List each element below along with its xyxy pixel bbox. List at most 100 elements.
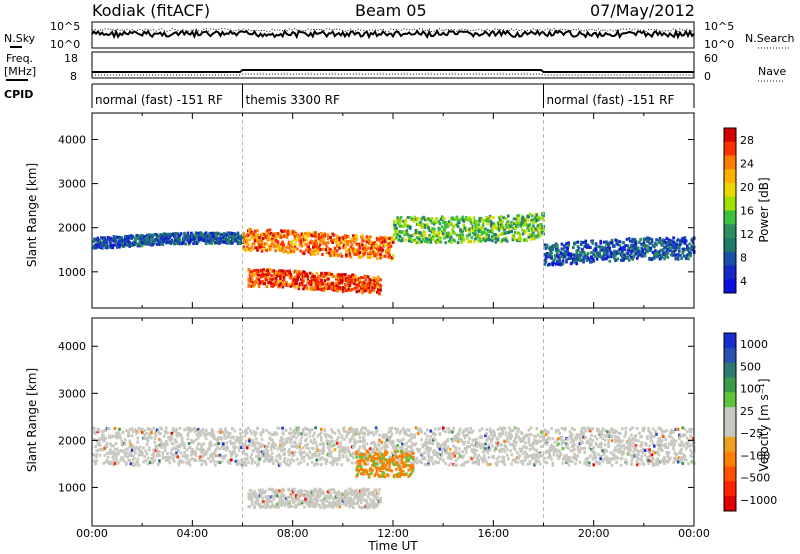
range-cell xyxy=(318,458,322,462)
range-cell xyxy=(586,439,590,443)
range-cell xyxy=(428,449,431,452)
range-cell xyxy=(297,433,300,437)
range-cell xyxy=(436,455,439,459)
range-cell xyxy=(146,437,150,441)
range-cell xyxy=(560,242,564,246)
range-cell xyxy=(94,445,97,449)
range-cell xyxy=(282,432,285,436)
range-cell xyxy=(511,226,515,230)
range-cell xyxy=(512,234,516,238)
range-cell xyxy=(361,289,364,293)
range-cell xyxy=(274,236,277,240)
range-cell xyxy=(222,442,225,446)
range-cell xyxy=(353,432,356,436)
range-cell xyxy=(444,226,447,230)
range-cell xyxy=(271,443,274,447)
range-cell xyxy=(637,248,640,252)
range-cell xyxy=(322,442,325,446)
range-cell xyxy=(353,276,356,280)
range-cell xyxy=(136,440,140,444)
range-cell xyxy=(285,463,289,466)
range-cell xyxy=(104,428,108,432)
range-cell xyxy=(128,445,132,449)
range-cell xyxy=(320,436,323,440)
range-cell xyxy=(391,237,395,241)
range-cell xyxy=(464,460,468,464)
range-cell xyxy=(373,285,377,289)
range-cell xyxy=(427,461,430,465)
range-cell xyxy=(258,450,262,453)
range-cell xyxy=(499,434,502,438)
range-cell xyxy=(518,236,521,239)
range-cell xyxy=(133,449,136,453)
range-cell xyxy=(136,457,140,461)
range-cell xyxy=(471,221,475,225)
range-cell xyxy=(471,229,475,233)
range-cell xyxy=(113,427,117,430)
range-cell xyxy=(345,253,348,257)
range-cell xyxy=(442,221,445,225)
range-cell xyxy=(583,446,586,450)
range-cell xyxy=(631,237,634,241)
range-cell xyxy=(409,234,412,238)
range-cell xyxy=(541,454,544,458)
range-cell xyxy=(294,436,298,440)
range-cell xyxy=(519,439,523,443)
range-cell xyxy=(233,442,236,446)
range-cell xyxy=(585,463,589,467)
range-cell xyxy=(265,285,269,289)
range-cell xyxy=(521,439,525,443)
range-cell xyxy=(184,242,187,246)
range-cell xyxy=(546,431,550,435)
range-cell xyxy=(117,435,120,439)
range-cell xyxy=(496,427,500,431)
range-cell xyxy=(184,454,187,458)
range-cell xyxy=(502,458,506,462)
range-cell xyxy=(468,430,471,434)
range-cell xyxy=(630,256,633,259)
range-cell xyxy=(315,241,319,245)
range-cell xyxy=(371,431,374,435)
range-cell xyxy=(105,239,109,243)
range-cell xyxy=(494,233,498,237)
range-cell xyxy=(458,429,461,433)
range-cell xyxy=(500,447,503,451)
range-cell xyxy=(211,430,215,434)
range-cell xyxy=(95,455,98,459)
range-cell xyxy=(582,250,585,254)
range-cell xyxy=(691,241,695,245)
range-cell xyxy=(688,242,691,246)
range-cell xyxy=(245,446,249,450)
cpid-segment-label: normal (fast) -151 RF xyxy=(547,93,675,107)
range-cell xyxy=(310,460,314,464)
range-cell xyxy=(487,234,491,238)
range-cell xyxy=(108,436,111,440)
range-cell xyxy=(227,237,231,240)
range-cell xyxy=(270,274,273,278)
range-cell xyxy=(316,252,320,256)
range-cell xyxy=(228,450,232,454)
range-cell xyxy=(150,429,153,433)
range-cell xyxy=(585,461,589,465)
range-cell xyxy=(584,429,588,433)
range-cell xyxy=(152,426,155,430)
range-cell xyxy=(336,441,339,445)
range-cell xyxy=(241,235,244,239)
range-cell xyxy=(477,462,480,466)
range-cell xyxy=(501,432,504,436)
colorbar-swatch xyxy=(724,169,736,184)
range-cell xyxy=(386,236,389,240)
range-cell xyxy=(291,239,295,243)
range-cell xyxy=(266,454,269,458)
range-cell xyxy=(275,244,279,248)
range-cell xyxy=(475,219,478,223)
range-cell xyxy=(307,447,311,451)
range-cell xyxy=(216,236,219,240)
range-cell xyxy=(492,216,495,219)
range-cell xyxy=(660,243,664,247)
range-cell xyxy=(271,277,274,281)
range-cell xyxy=(440,215,444,219)
range-cell xyxy=(313,252,316,256)
range-cell xyxy=(533,228,536,232)
range-cell xyxy=(413,433,417,437)
